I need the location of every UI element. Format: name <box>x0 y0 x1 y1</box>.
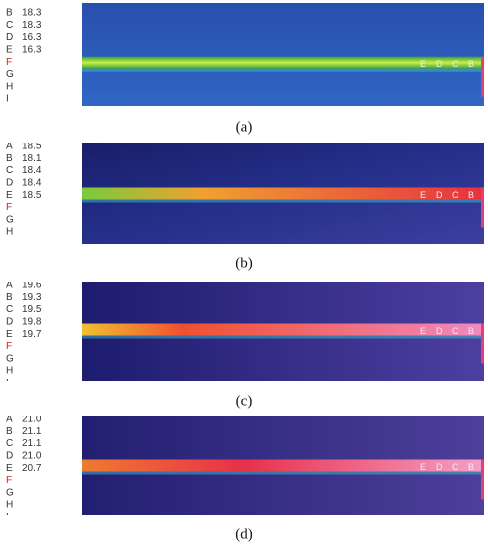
reading-label: C <box>6 20 13 31</box>
caption: (a) <box>236 119 253 135</box>
strip-marker: E <box>420 59 426 69</box>
strip-marker: B <box>468 59 474 69</box>
reading-label: H <box>6 81 13 92</box>
strip-marker: D <box>436 190 443 200</box>
reading-value: 18.1 <box>22 153 42 164</box>
reading-label: B <box>6 8 13 19</box>
reading-label: F <box>6 341 12 352</box>
reading-value: 18.3 <box>22 8 42 19</box>
reading-label: H <box>6 500 13 511</box>
caption: (b) <box>235 255 253 271</box>
reading-label: G <box>6 69 14 80</box>
reading-value: 19.6 <box>22 280 42 291</box>
edge <box>481 459 484 500</box>
reading-label: I <box>6 94 9 105</box>
reading-label: A <box>6 414 13 425</box>
reading-label: C <box>6 438 13 449</box>
heated-strip <box>82 323 484 336</box>
heated-strip <box>82 187 484 200</box>
strip-marker: C <box>452 59 459 69</box>
strip-glow <box>82 335 484 339</box>
strip-marker: C <box>452 190 459 200</box>
reading-label: H <box>6 227 13 238</box>
reading-label: F <box>6 57 12 68</box>
readings: A 18.5 B 18.1 C 18.4 D 18.4 E 18.5 FGH <box>6 141 42 238</box>
strip-marker: B <box>468 190 474 200</box>
strip-marker: B <box>468 326 474 336</box>
reading-label: B <box>6 426 13 437</box>
strip-marker: E <box>420 326 426 336</box>
reading-label: E <box>6 190 13 201</box>
reading-label: B <box>6 153 13 164</box>
thermal-image <box>82 3 484 106</box>
strip-marker: E <box>420 462 426 472</box>
strip-marker: E <box>420 190 426 200</box>
reading-label: D <box>6 178 13 189</box>
heated-strip <box>82 459 484 472</box>
reading-label: E <box>6 463 13 474</box>
reading-value: 21.0 <box>22 414 42 425</box>
strip-glow <box>82 68 484 72</box>
edge <box>481 56 484 97</box>
strip-glow <box>82 471 484 475</box>
reading-value: 19.3 <box>22 292 42 303</box>
reading-value: 21.1 <box>22 438 42 449</box>
reading-label: G <box>6 214 14 225</box>
strip-glow <box>82 199 484 203</box>
reading-value: 18.4 <box>22 165 42 176</box>
strip-marker: D <box>436 326 443 336</box>
reading-value: 19.8 <box>22 317 42 328</box>
reading-label: H <box>6 366 13 377</box>
reading-value: 19.7 <box>22 329 42 340</box>
reading-label: F <box>6 475 12 486</box>
reading-label: D <box>6 451 13 462</box>
caption: (d) <box>235 526 253 542</box>
heated-strip <box>82 56 484 69</box>
reading-value: 18.4 <box>22 178 42 189</box>
reading-value: 16.3 <box>22 32 42 43</box>
reading-label: E <box>6 329 13 340</box>
reading-value: 18.3 <box>22 20 42 31</box>
reading-label: G <box>6 487 14 498</box>
reading-label: E <box>6 45 13 56</box>
reading-value: 18.5 <box>22 141 42 152</box>
reading-label: C <box>6 165 13 176</box>
reading-label: B <box>6 292 13 303</box>
strip-marker: B <box>468 462 474 472</box>
strip-marker: D <box>436 462 443 472</box>
reading-label: I <box>6 512 9 523</box>
strip-marker: C <box>452 326 459 336</box>
reading-value: 20.7 <box>22 463 42 474</box>
edge <box>481 323 484 364</box>
reading-label: I <box>6 378 9 389</box>
reading-value: 18.5 <box>22 190 42 201</box>
reading-value: 16.3 <box>22 45 42 56</box>
reading-label: C <box>6 304 13 315</box>
edge <box>481 187 484 228</box>
strip-marker: C <box>452 462 459 472</box>
reading-label: A <box>6 280 13 291</box>
reading-label: D <box>6 32 13 43</box>
reading-label: G <box>6 353 14 364</box>
reading-label: D <box>6 317 13 328</box>
strip-marker: D <box>436 59 443 69</box>
reading-value: 21.0 <box>22 451 42 462</box>
caption: (c) <box>236 393 253 409</box>
reading-label: A <box>6 141 13 152</box>
reading-label: F <box>6 202 12 213</box>
reading-value: 21.1 <box>22 426 42 437</box>
reading-value: 19.5 <box>22 304 42 315</box>
